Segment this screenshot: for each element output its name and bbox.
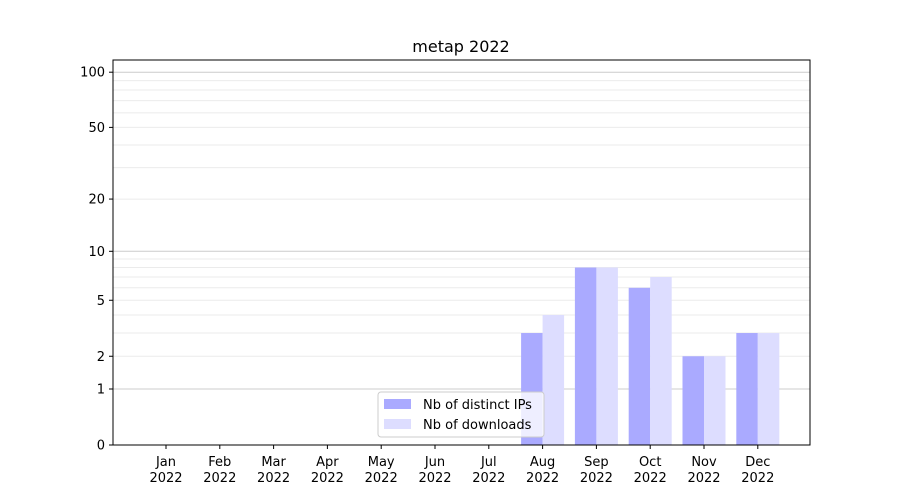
x-tick-label: Mar 2022 xyxy=(257,455,290,486)
bar-distinct-ips xyxy=(736,333,758,445)
y-tick-label: 50 xyxy=(88,121,105,136)
legend-label: Nb of downloads xyxy=(423,418,532,433)
y-tick-label: 20 xyxy=(88,193,105,208)
x-tick-label: Jan 2022 xyxy=(149,455,182,486)
bar-distinct-ips xyxy=(628,287,651,445)
legend-swatch xyxy=(384,399,411,409)
y-tick-label: 100 xyxy=(80,66,105,81)
chart-title: metap 2022 xyxy=(412,37,509,56)
y-tick-label: 2 xyxy=(97,350,105,365)
bar-distinct-ips xyxy=(574,267,597,445)
bar-downloads xyxy=(596,267,618,445)
x-tick-label: Jul 2022 xyxy=(472,455,505,486)
x-tick-label: Oct 2022 xyxy=(634,455,667,486)
x-tick-label: Aug 2022 xyxy=(526,455,559,486)
x-tick-label: Apr 2022 xyxy=(311,455,344,486)
y-tick-label: 10 xyxy=(88,245,105,260)
y-tick-label: 0 xyxy=(97,439,105,454)
y-tick-label: 5 xyxy=(97,294,105,309)
legend-box xyxy=(377,391,545,438)
x-tick-label: May 2022 xyxy=(365,455,398,486)
x-tick-label: Feb 2022 xyxy=(203,455,236,486)
x-tick-label: Dec 2022 xyxy=(741,455,774,486)
bar-distinct-ips xyxy=(682,356,704,445)
x-tick-label: Nov 2022 xyxy=(687,455,720,486)
legend: Nb of distinct IPs Nb of downloads xyxy=(377,391,545,438)
x-tick-label: Jun 2022 xyxy=(418,455,451,486)
bar-downloads xyxy=(757,333,780,445)
y-tick-label: 1 xyxy=(97,383,105,398)
bar-downloads xyxy=(704,356,726,445)
legend-label: Nb of distinct IPs xyxy=(423,398,532,413)
plot-frame xyxy=(112,59,811,446)
bar-downloads xyxy=(542,314,565,445)
legend-swatch xyxy=(384,419,411,429)
x-tick-label: Sep 2022 xyxy=(580,455,613,486)
bar-downloads xyxy=(650,277,672,445)
